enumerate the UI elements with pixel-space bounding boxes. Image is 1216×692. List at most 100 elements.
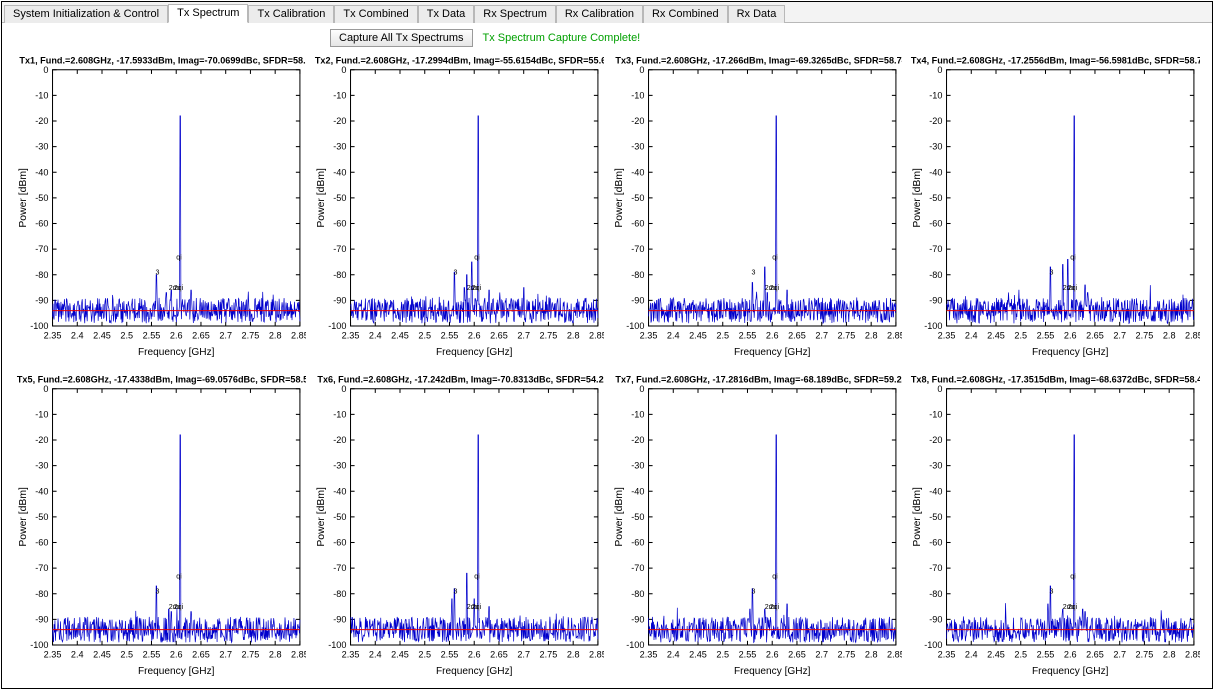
svg-text:-60: -60 (333, 537, 346, 547)
svg-text:2.8: 2.8 (567, 649, 580, 659)
svg-text:-80: -80 (35, 588, 48, 598)
svg-text:2.85: 2.85 (291, 649, 306, 659)
svg-text:-70: -70 (631, 563, 644, 573)
svg-text:2.55: 2.55 (739, 649, 757, 659)
svg-text:2.55: 2.55 (441, 330, 459, 340)
tab-tx-spectrum[interactable]: Tx Spectrum (168, 4, 248, 23)
svg-text:2.7: 2.7 (1113, 330, 1126, 340)
tab-rx-data[interactable]: Rx Data (728, 5, 786, 23)
svg-text:qi: qi (1070, 571, 1076, 580)
svg-text:-30: -30 (929, 142, 942, 152)
svg-text:2qi: 2qi (1068, 602, 1078, 611)
spectrum-plot-tx6: Tx6, Fund.=2.608GHz, -17.242dBm, Imag=-7… (312, 370, 604, 683)
svg-text:-60: -60 (631, 537, 644, 547)
svg-text:2.75: 2.75 (540, 330, 558, 340)
capture-status: Tx Spectrum Capture Complete! (483, 32, 641, 44)
svg-text:-70: -70 (929, 563, 942, 573)
svg-text:2.7: 2.7 (1113, 649, 1126, 659)
svg-text:-50: -50 (929, 511, 942, 521)
svg-text:2.65: 2.65 (788, 649, 806, 659)
svg-text:-40: -40 (929, 486, 942, 496)
svg-text:-30: -30 (333, 142, 346, 152)
svg-text:2.65: 2.65 (490, 330, 508, 340)
svg-text:-60: -60 (929, 537, 942, 547)
svg-text:0: 0 (43, 383, 48, 393)
svg-text:-50: -50 (631, 511, 644, 521)
toolbar: Capture All Tx Spectrums Tx Spectrum Cap… (2, 23, 1212, 51)
svg-text:2.5: 2.5 (120, 649, 133, 659)
svg-text:2.4: 2.4 (667, 649, 680, 659)
svg-text:-40: -40 (333, 486, 346, 496)
svg-text:2.75: 2.75 (540, 649, 558, 659)
svg-text:-30: -30 (333, 460, 346, 470)
svg-text:3: 3 (453, 586, 457, 595)
svg-text:Frequency [GHz]: Frequency [GHz] (138, 347, 215, 358)
tab-tx-data[interactable]: Tx Data (418, 5, 475, 23)
svg-text:2.5: 2.5 (418, 330, 431, 340)
svg-text:-50: -50 (333, 511, 346, 521)
svg-text:-20: -20 (929, 435, 942, 445)
svg-text:-50: -50 (333, 193, 346, 203)
svg-text:2.35: 2.35 (938, 649, 956, 659)
svg-text:2.5: 2.5 (1014, 649, 1027, 659)
svg-text:2.65: 2.65 (192, 649, 210, 659)
svg-text:-60: -60 (35, 219, 48, 229)
svg-text:-70: -70 (35, 563, 48, 573)
svg-text:2.7: 2.7 (219, 330, 232, 340)
svg-text:2.6: 2.6 (766, 330, 779, 340)
svg-text:0: 0 (341, 383, 346, 393)
svg-text:2.45: 2.45 (689, 330, 707, 340)
svg-text:2.8: 2.8 (1163, 330, 1176, 340)
tab-rx-calibration[interactable]: Rx Calibration (556, 5, 643, 23)
svg-text:Power [dBm]: Power [dBm] (316, 168, 327, 228)
svg-text:2.6: 2.6 (468, 649, 481, 659)
svg-text:-10: -10 (333, 90, 346, 100)
svg-text:-20: -20 (631, 116, 644, 126)
svg-text:-30: -30 (929, 460, 942, 470)
svg-text:Tx1, Fund.=2.608GHz, -17.5933d: Tx1, Fund.=2.608GHz, -17.5933dBm, Imag=-… (19, 55, 306, 65)
tab-rx-combined[interactable]: Rx Combined (643, 5, 728, 23)
svg-text:-60: -60 (35, 537, 48, 547)
svg-text:-30: -30 (35, 460, 48, 470)
svg-text:2.75: 2.75 (242, 649, 260, 659)
svg-text:-40: -40 (631, 486, 644, 496)
svg-text:-50: -50 (35, 193, 48, 203)
svg-text:2.55: 2.55 (441, 649, 459, 659)
capture-all-button[interactable]: Capture All Tx Spectrums (330, 29, 473, 47)
svg-text:2.8: 2.8 (1163, 649, 1176, 659)
svg-text:Power [dBm]: Power [dBm] (18, 486, 29, 546)
svg-text:2.65: 2.65 (490, 649, 508, 659)
svg-text:2.7: 2.7 (517, 649, 530, 659)
svg-text:-50: -50 (35, 511, 48, 521)
svg-text:qi: qi (772, 571, 778, 580)
svg-text:qi: qi (176, 252, 182, 261)
svg-text:Frequency [GHz]: Frequency [GHz] (1032, 666, 1109, 677)
svg-text:2.6: 2.6 (170, 649, 183, 659)
svg-text:-20: -20 (35, 116, 48, 126)
svg-text:-40: -40 (333, 167, 346, 177)
svg-text:qi: qi (176, 571, 182, 580)
svg-text:-20: -20 (333, 116, 346, 126)
svg-text:-10: -10 (35, 90, 48, 100)
svg-text:2.65: 2.65 (1086, 649, 1104, 659)
spectrum-plot-tx2: Tx2, Fund.=2.608GHz, -17.2994dBm, Imag=-… (312, 51, 604, 364)
svg-text:2.85: 2.85 (1185, 330, 1200, 340)
svg-text:3: 3 (155, 268, 159, 277)
svg-text:Tx2, Fund.=2.608GHz, -17.2994d: Tx2, Fund.=2.608GHz, -17.2994dBm, Imag=-… (315, 55, 604, 65)
svg-text:2.4: 2.4 (965, 330, 978, 340)
svg-text:2.75: 2.75 (838, 330, 856, 340)
svg-text:2.55: 2.55 (1037, 649, 1055, 659)
svg-text:2qi: 2qi (1068, 283, 1078, 292)
svg-text:2.65: 2.65 (1086, 330, 1104, 340)
svg-text:-50: -50 (631, 193, 644, 203)
svg-text:3: 3 (453, 268, 457, 277)
svg-text:2.55: 2.55 (143, 649, 161, 659)
tab-tx-calibration[interactable]: Tx Calibration (248, 5, 334, 23)
svg-text:2.65: 2.65 (788, 330, 806, 340)
tab-tx-combined[interactable]: Tx Combined (334, 5, 417, 23)
tab-rx-spectrum[interactable]: Rx Spectrum (474, 5, 556, 23)
svg-text:Tx3, Fund.=2.608GHz, -17.266dB: Tx3, Fund.=2.608GHz, -17.266dBm, Imag=-6… (615, 55, 902, 65)
svg-text:2.5: 2.5 (716, 649, 729, 659)
svg-text:Power [dBm]: Power [dBm] (614, 486, 625, 546)
tab-system-initialization-control[interactable]: System Initialization & Control (4, 5, 168, 23)
